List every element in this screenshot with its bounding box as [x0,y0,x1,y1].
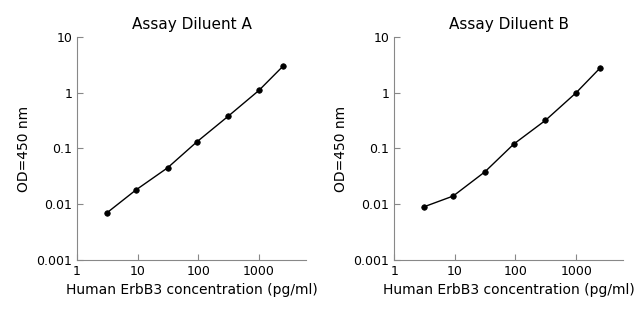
Title: Assay Diluent A: Assay Diluent A [132,17,252,32]
Y-axis label: OD=450 nm: OD=450 nm [17,106,31,192]
Title: Assay Diluent B: Assay Diluent B [449,17,569,32]
Y-axis label: OD=450 nm: OD=450 nm [334,106,348,192]
X-axis label: Human ErbB3 concentration (pg/ml): Human ErbB3 concentration (pg/ml) [66,283,317,297]
X-axis label: Human ErbB3 concentration (pg/ml): Human ErbB3 concentration (pg/ml) [383,283,635,297]
